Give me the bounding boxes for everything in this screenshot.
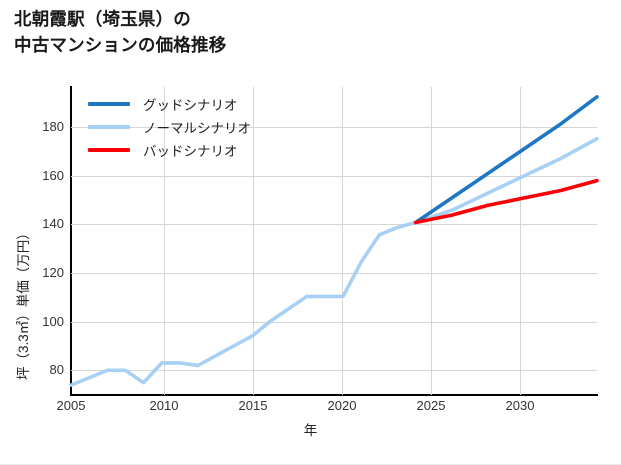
y-tick-100: 100 [42, 314, 64, 329]
legend-swatch-normal-icon [88, 124, 130, 129]
series-lines [69, 95, 599, 387]
gridline-y-160 [71, 176, 597, 177]
gridline-x-2015 [253, 87, 254, 395]
gridline-x-2010 [164, 87, 165, 395]
x-axis-label: 年 [303, 423, 318, 438]
line-good-scenario [413, 95, 599, 225]
gridline-y-100 [71, 322, 597, 323]
x-tick-2010: 2010 [149, 398, 179, 413]
x-tick-2025: 2025 [416, 398, 446, 413]
y-tick-120: 120 [42, 265, 64, 280]
y-axis-label: 坪（3.3㎡）単価（万円） [16, 226, 31, 380]
line-normal-scenario [69, 136, 599, 387]
gridline-y-80 [71, 370, 597, 371]
y-tick-80: 80 [49, 362, 64, 377]
legend-item-good: グッドシナリオ [88, 92, 251, 115]
y-tick-140: 140 [42, 216, 64, 231]
y-axis-line [70, 86, 72, 396]
legend-item-normal: ノーマルシナリオ [88, 115, 251, 138]
legend-swatch-bad-icon [88, 147, 130, 152]
legend-swatch-good-icon [88, 101, 130, 106]
x-tick-2030: 2030 [505, 398, 535, 413]
page-title: 北朝霞駅（埼玉県）の 中古マンションの価格推移 [14, 9, 227, 55]
x-axis-line [70, 394, 598, 396]
gridline-y-180 [71, 127, 597, 128]
gridline-y-140 [71, 224, 597, 225]
x-tick-2020: 2020 [327, 398, 357, 413]
y-tick-160: 160 [42, 168, 64, 183]
plot-area [69, 87, 599, 395]
y-tick-180: 180 [42, 119, 64, 134]
legend-label-good: グッドシナリオ [143, 97, 238, 113]
y-axis-label-wrap: 坪（3.3㎡）単価（万円） [0, 88, 31, 388]
gridline-x-2020 [342, 87, 343, 395]
x-tick-2015: 2015 [238, 398, 268, 413]
x-tick-2005: 2005 [56, 398, 86, 413]
legend-item-bad: バッドシナリオ [88, 138, 251, 161]
gridline-y-120 [71, 273, 597, 274]
chart-legend: グッドシナリオ ノーマルシナリオ バッドシナリオ [88, 92, 251, 161]
legend-label-normal: ノーマルシナリオ [143, 120, 251, 136]
gridline-x-2025 [431, 87, 432, 395]
gridline-x-2030 [520, 87, 521, 395]
line-bad-scenario [413, 178, 599, 225]
legend-label-bad: バッドシナリオ [143, 143, 238, 159]
